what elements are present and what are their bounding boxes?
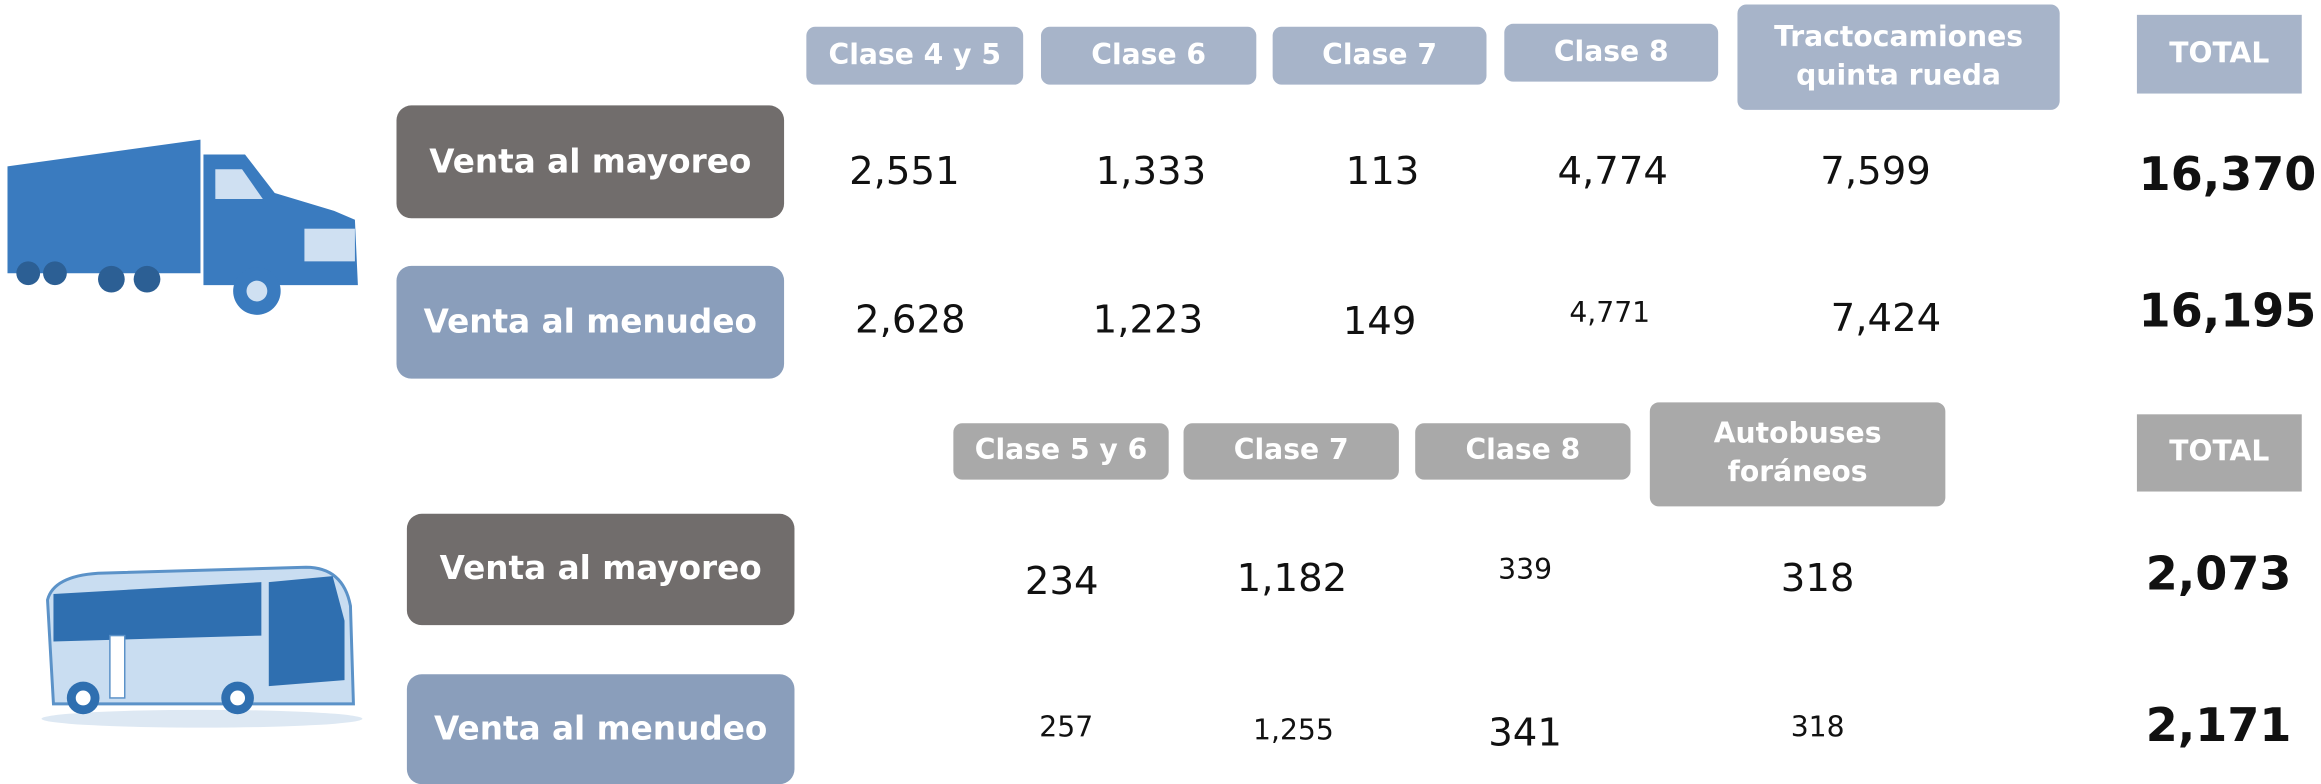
column-header: Tractocamiones quinta rueda bbox=[1737, 4, 2060, 110]
row-label: Venta al menudeo bbox=[396, 265, 785, 379]
truck-icon bbox=[7, 139, 358, 315]
column-header: Clase 6 bbox=[1040, 26, 1257, 85]
bus-icon bbox=[41, 565, 363, 728]
column-header: Clase 5 y 6 bbox=[953, 423, 1169, 480]
cell: 7,599 bbox=[1820, 149, 1931, 195]
cell: 1,333 bbox=[1095, 149, 1207, 195]
cell: 4,771 bbox=[1569, 297, 1651, 330]
column-header: Autobuses foráneos bbox=[1649, 402, 1946, 507]
cell: 113 bbox=[1345, 149, 1420, 195]
row-label: Venta al menudeo bbox=[406, 674, 795, 784]
cell: 341 bbox=[1488, 711, 1562, 756]
column-header: Clase 8 bbox=[1504, 23, 1719, 82]
total: 16,195 bbox=[2138, 285, 2317, 339]
cell: 318 bbox=[1790, 711, 1845, 744]
cell: 1,223 bbox=[1092, 298, 1204, 344]
cell: 339 bbox=[1498, 553, 1553, 587]
cell: 2,628 bbox=[855, 298, 966, 344]
row-label: Venta al mayoreo bbox=[406, 513, 795, 626]
total-header: TOTAL bbox=[2136, 414, 2302, 492]
cell: 257 bbox=[1039, 711, 1094, 744]
total-header: TOTAL bbox=[2136, 14, 2302, 94]
total: 16,370 bbox=[2138, 148, 2317, 202]
total: 2,073 bbox=[2145, 547, 2292, 602]
row-label: Venta al mayoreo bbox=[396, 105, 785, 219]
cell: 318 bbox=[1780, 556, 1855, 602]
column-header: Clase 8 bbox=[1415, 423, 1631, 480]
cell: 2,551 bbox=[849, 149, 960, 195]
total: 2,171 bbox=[2145, 699, 2292, 753]
cell: 7,424 bbox=[1830, 297, 1942, 342]
column-header: Clase 4 y 5 bbox=[806, 26, 1024, 85]
cell: 1,182 bbox=[1236, 556, 1348, 602]
column-header: Clase 7 bbox=[1272, 26, 1487, 85]
column-header: Clase 7 bbox=[1183, 423, 1399, 480]
cell: 149 bbox=[1342, 299, 1417, 345]
cell: 4,774 bbox=[1557, 149, 1668, 195]
cell: 234 bbox=[1024, 559, 1099, 605]
cell: 1,255 bbox=[1253, 714, 1334, 747]
